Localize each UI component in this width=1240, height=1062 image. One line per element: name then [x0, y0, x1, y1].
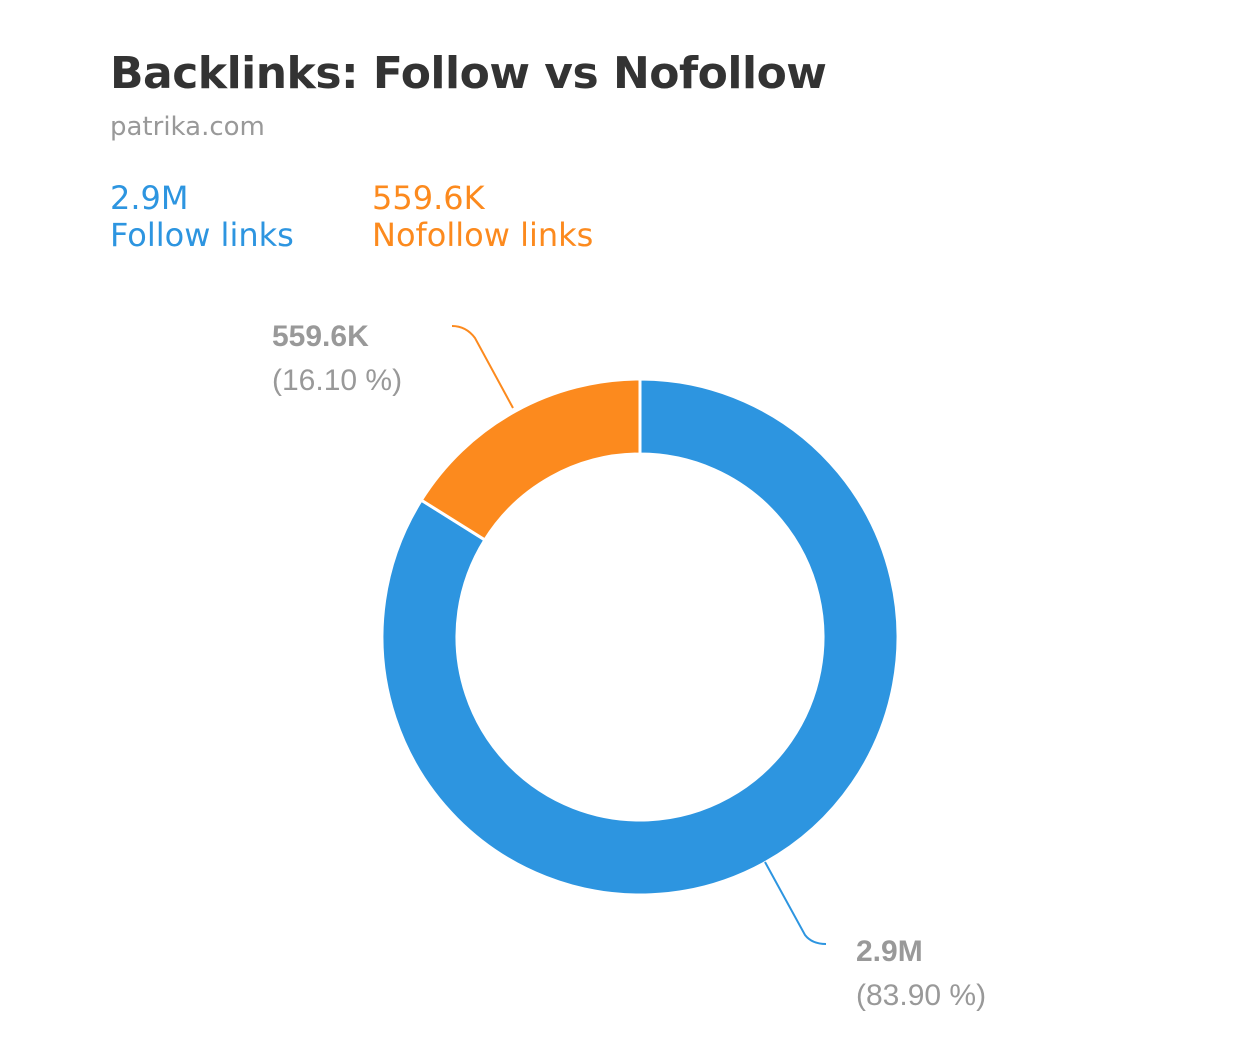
legend-nofollow-label: Nofollow links: [372, 216, 594, 254]
chart-title: Backlinks: Follow vs Nofollow: [110, 48, 827, 99]
donut-slice-follow[interactable]: [380, 377, 900, 897]
legend-nofollow-value: 559.6K: [372, 179, 485, 217]
legend-follow[interactable]: 2.9M Follow links: [110, 180, 294, 254]
legend-follow-label: Follow links: [110, 216, 294, 254]
legend-nofollow[interactable]: 559.6K Nofollow links: [372, 180, 593, 254]
data-label-nofollow-percent: (16.10 %): [272, 364, 402, 397]
leader-line-follow: [764, 861, 827, 945]
data-label-follow-percent: (83.90 %): [856, 979, 986, 1012]
data-label-follow-value: 2.9M: [856, 935, 923, 968]
legend-follow-value: 2.9M: [110, 179, 189, 217]
chart-subtitle: patrika.com: [110, 112, 265, 142]
donut-slice-nofollow[interactable]: [419, 377, 642, 542]
data-label-nofollow-value: 559.6K: [272, 320, 369, 353]
leader-line-nofollow: [451, 325, 514, 409]
